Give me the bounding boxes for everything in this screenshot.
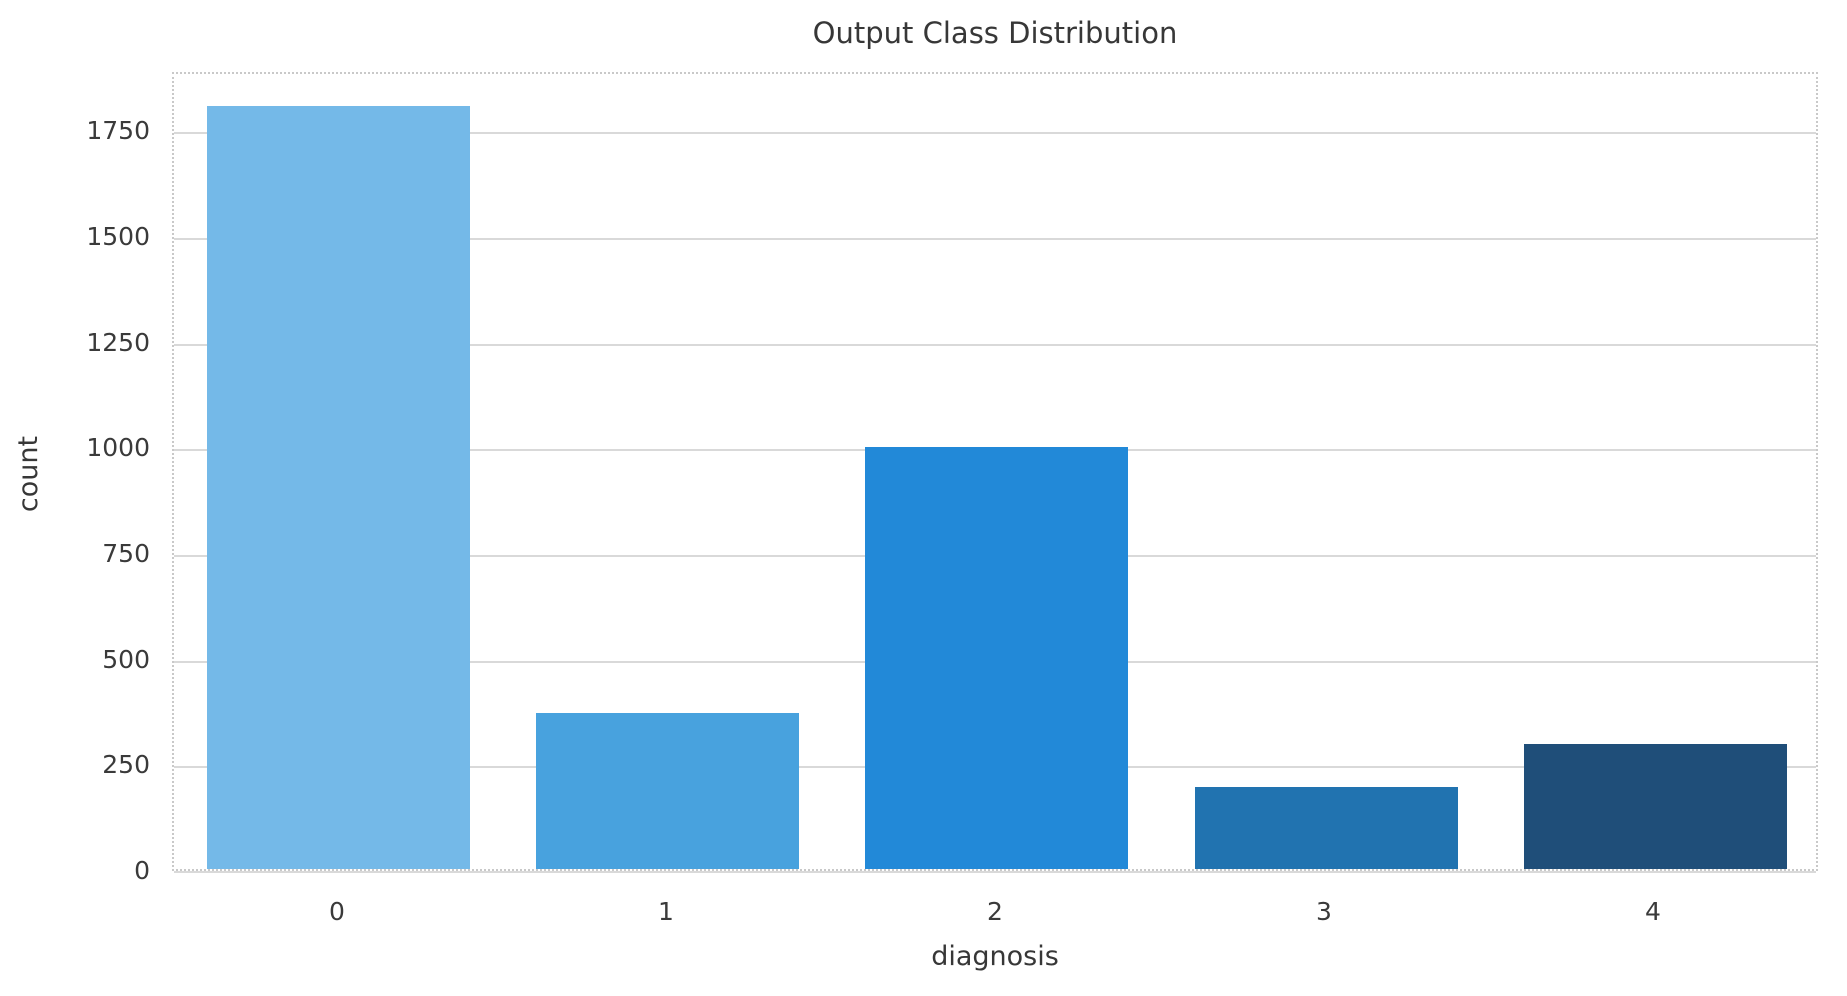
y-tick-label-750: 750 [102,539,150,568]
bar-0 [207,106,470,869]
x-tick-label-1: 1 [658,897,674,926]
gridline-y-1500 [174,238,1816,240]
chart-title: Output Class Distribution [812,16,1178,50]
x-tick-label-2: 2 [987,897,1003,926]
x-tick-label-0: 0 [329,897,345,926]
y-tick-label-500: 500 [102,645,150,674]
y-axis-label: count [13,435,44,513]
bar-3 [1195,787,1458,869]
y-tick-label-0: 0 [134,856,150,885]
y-tick-label-1750: 1750 [86,116,150,145]
gridline-y-1250 [174,344,1816,346]
plot-area [172,72,1818,873]
bar-2 [865,447,1128,869]
bar-1 [536,713,799,869]
y-tick-label-1250: 1250 [86,328,150,357]
y-tick-label-1500: 1500 [86,222,150,251]
gridline-y-0 [174,871,1816,873]
x-axis-label: diagnosis [931,941,1059,972]
x-tick-label-3: 3 [1316,897,1332,926]
x-tick-label-4: 4 [1645,897,1661,926]
gridline-y-1750 [174,132,1816,134]
bar-4 [1524,744,1787,869]
y-tick-label-1000: 1000 [86,433,150,462]
y-tick-label-250: 250 [102,750,150,779]
